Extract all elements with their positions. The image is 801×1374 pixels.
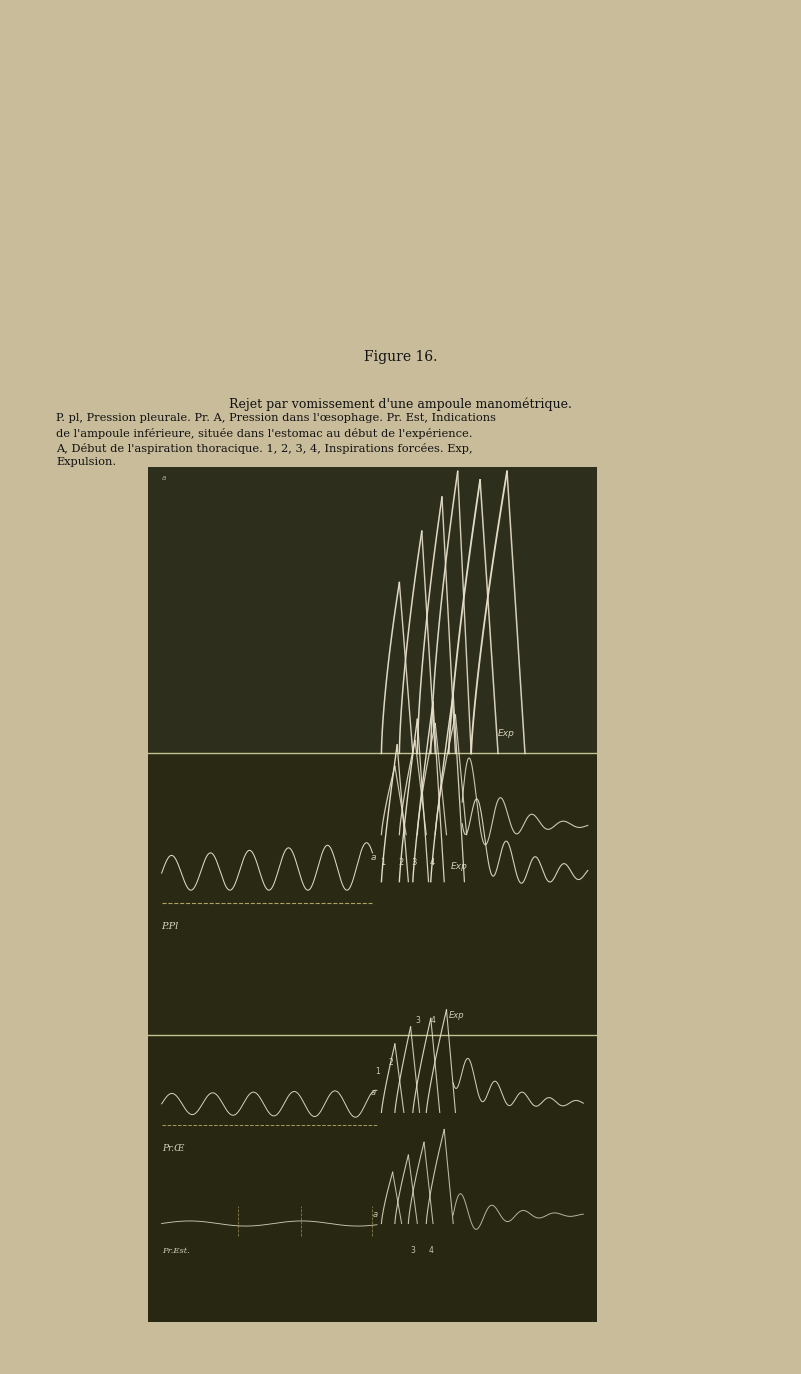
- Bar: [148, 1036, 597, 1322]
- Text: Rejet par vomissement d'une ampoule manométrique.: Rejet par vomissement d'une ampoule mano…: [229, 397, 572, 411]
- Text: 3: 3: [411, 1246, 416, 1256]
- Text: a: a: [372, 1209, 377, 1219]
- Text: Pr.Œ: Pr.Œ: [162, 1145, 184, 1153]
- Text: 4: 4: [431, 1015, 436, 1025]
- Text: P. pl, Pression pleurale. Pr. A, Pression dans l'œsophage. Pr. Est, Indications
: P. pl, Pression pleurale. Pr. A, Pressio…: [56, 414, 496, 467]
- Text: 1: 1: [380, 857, 385, 867]
- Text: 3: 3: [415, 1015, 420, 1025]
- Text: Exp: Exp: [498, 730, 515, 738]
- Text: 1: 1: [375, 1068, 380, 1076]
- Text: Exp: Exp: [451, 861, 468, 871]
- Text: 2: 2: [398, 857, 403, 867]
- Text: P.Pl: P.Pl: [162, 922, 179, 930]
- Bar: [148, 753, 597, 1036]
- Text: a: a: [370, 853, 376, 863]
- Text: a: a: [162, 475, 166, 481]
- Text: 2: 2: [388, 1058, 393, 1068]
- Text: Pr.Est.: Pr.Est.: [162, 1248, 189, 1256]
- Text: Figure 16.: Figure 16.: [364, 350, 437, 364]
- Text: a: a: [370, 1088, 376, 1098]
- Bar: [148, 467, 597, 753]
- Text: 4: 4: [429, 857, 435, 867]
- Text: Exp: Exp: [449, 1011, 465, 1021]
- Text: 3: 3: [412, 857, 417, 867]
- Text: 4: 4: [429, 1246, 433, 1256]
